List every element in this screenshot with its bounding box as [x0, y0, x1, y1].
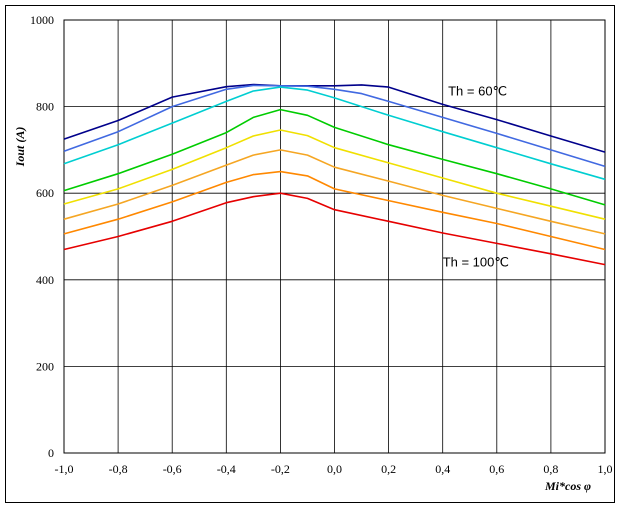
series-line: [63, 108, 606, 206]
series-line: [63, 192, 606, 266]
annotation-label: Th = 100℃: [443, 254, 509, 269]
x-tick-label: -0,4: [217, 462, 236, 476]
series-line: [63, 170, 606, 251]
x-tick-label: -0,8: [109, 462, 128, 476]
y-tick-label: 400: [36, 273, 54, 287]
y-tick-label: 1000: [30, 13, 54, 27]
x-tick-label: -0,6: [163, 462, 182, 476]
x-tick-label: 0,0: [327, 462, 342, 476]
annotations: Th = 60℃ Th = 100℃: [443, 83, 509, 269]
series-line: [63, 86, 606, 181]
y-tick-label: 0: [48, 446, 54, 460]
y-tick-labels: 0 200 400 600 800 1000: [30, 13, 54, 460]
x-tick-label: 0,4: [435, 462, 450, 476]
series-line: [63, 84, 606, 168]
x-tick-label: -0,2: [271, 462, 290, 476]
x-tick-label: 0,6: [489, 462, 504, 476]
series-layer: [63, 83, 606, 266]
series-line: [63, 149, 606, 235]
x-tick-labels: -1,0 -0,8 -0,6 -0,4 -0,2 0,0 0,2 0,4 0,6 0,8 1,0: [55, 462, 613, 476]
series-line: [63, 129, 606, 220]
x-tick-label: 0,2: [381, 462, 396, 476]
annotation-label: Th = 60℃: [448, 83, 507, 98]
x-tick-label: 0,8: [543, 462, 558, 476]
x-tick-label: 1,0: [598, 462, 613, 476]
y-tick-label: 600: [36, 186, 54, 200]
x-tick-label: -1,0: [55, 462, 74, 476]
series-line: [63, 83, 606, 153]
y-tick-label: 800: [36, 100, 54, 114]
y-tick-label: 200: [36, 359, 54, 373]
y-axis-label: Iout (A): [13, 127, 27, 168]
x-axis-label: Mi*cos φ: [544, 479, 591, 493]
